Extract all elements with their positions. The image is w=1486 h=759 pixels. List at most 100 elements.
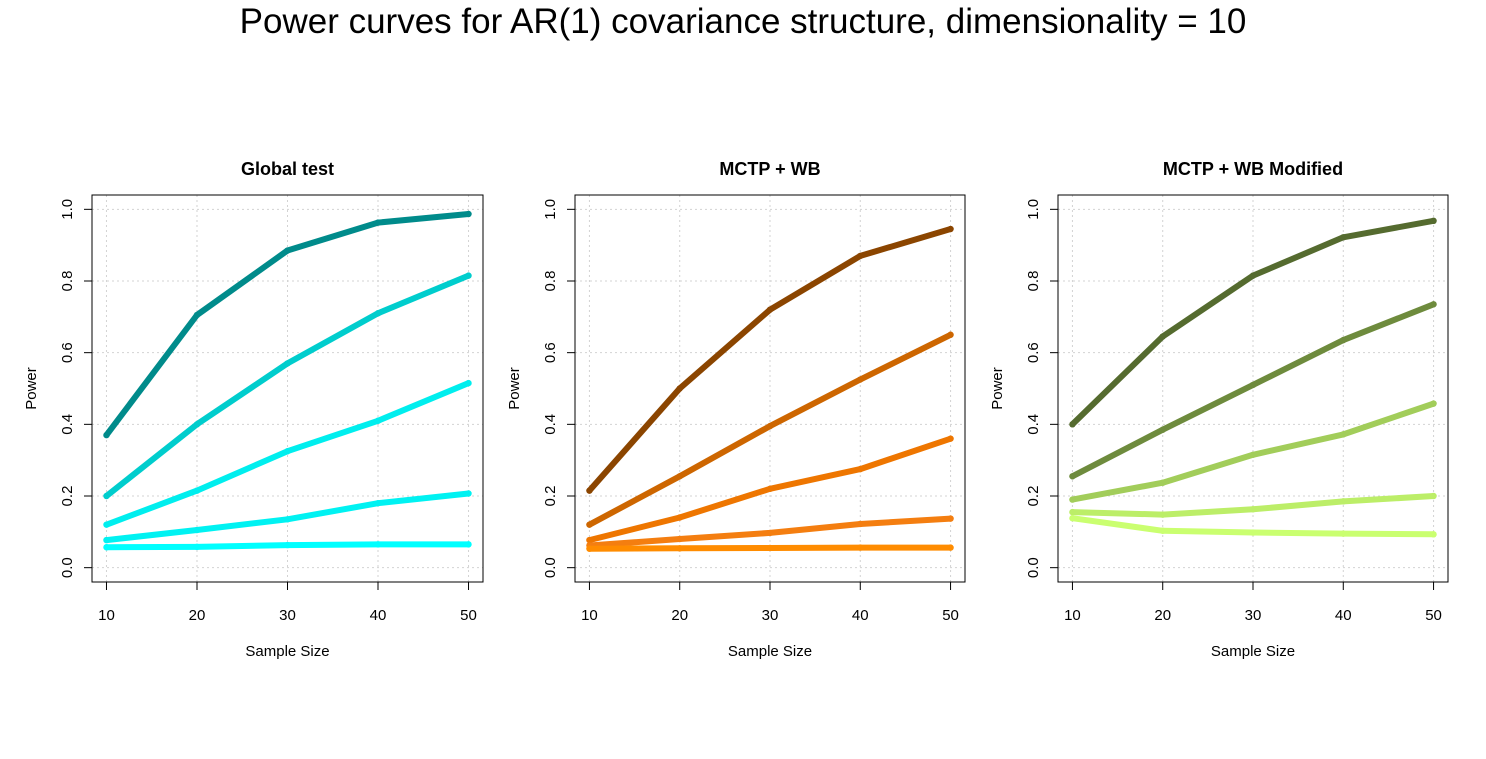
data-point <box>1430 492 1437 500</box>
figure-title: Power curves for AR(1) covariance struct… <box>239 2 1247 41</box>
y-tick-label: 0.2 <box>1025 486 1042 507</box>
x-tick-label: 10 <box>1064 607 1081 624</box>
y-tick-label: 0.0 <box>1025 557 1042 578</box>
data-point <box>284 360 291 367</box>
data-point <box>193 487 201 494</box>
y-axis-label: Power <box>23 367 40 410</box>
data-point <box>374 219 382 226</box>
x-axis-label: Sample Size <box>1211 643 1295 660</box>
data-point <box>1159 333 1166 340</box>
x-tick-label: 20 <box>671 607 688 624</box>
data-point <box>766 544 774 552</box>
x-tick-label: 50 <box>942 607 959 624</box>
data-point <box>1430 217 1437 224</box>
data-point <box>374 541 382 548</box>
data-point <box>766 529 774 537</box>
data-point <box>284 448 291 455</box>
data-point <box>947 435 954 442</box>
data-point <box>1340 431 1347 438</box>
data-point <box>103 521 110 528</box>
data-point <box>947 515 954 522</box>
data-point <box>1159 511 1166 518</box>
data-point <box>103 536 110 544</box>
data-point <box>284 516 291 523</box>
data-point <box>465 210 472 218</box>
data-point <box>1249 451 1257 458</box>
y-tick-label: 0.0 <box>59 557 76 578</box>
data-point <box>1159 479 1166 486</box>
data-point <box>103 544 110 551</box>
y-tick-label: 0.4 <box>59 414 76 435</box>
data-point <box>465 541 472 548</box>
data-point <box>586 536 593 544</box>
chart-panel-2: 10 20 30 40 50 0.0 0.2 0.4 0.6 0.8 1.0 Sample Size P… <box>506 159 966 660</box>
x-tick-label: 50 <box>1425 607 1442 624</box>
data-point <box>465 490 472 497</box>
chart-panel-1: 10 20 30 40 50 0.0 0.2 0.4 0.6 0.8 1.0 Sample Size P… <box>23 159 484 660</box>
data-point <box>1340 530 1347 537</box>
y-tick-label: 0.8 <box>542 271 559 292</box>
data-point <box>465 379 472 387</box>
data-point <box>1249 529 1257 536</box>
y-tick-label: 0.8 <box>1025 271 1042 292</box>
y-axis-label: Power <box>989 367 1006 410</box>
data-point <box>1159 527 1166 534</box>
data-point <box>193 543 201 551</box>
data-point <box>193 311 201 319</box>
x-tick-label: 30 <box>762 607 779 624</box>
data-point <box>374 417 382 424</box>
x-axis-label: Sample Size <box>245 643 329 660</box>
chart-panel-3: 10 20 30 40 50 0.0 0.2 0.4 0.6 0.8 1.0 Sample Size P… <box>989 159 1449 660</box>
x-tick-label: 40 <box>1335 607 1352 624</box>
data-point <box>374 310 382 317</box>
x-tick-label: 10 <box>581 607 598 624</box>
data-point <box>947 331 954 338</box>
data-point <box>1340 234 1347 241</box>
y-tick-label: 0.2 <box>542 486 559 507</box>
y-tick-label: 0.6 <box>59 342 76 363</box>
x-tick-label: 20 <box>1154 607 1171 624</box>
data-point <box>1069 508 1076 516</box>
data-point <box>1249 381 1257 389</box>
y-axis-label: Power <box>506 367 523 410</box>
data-point <box>766 422 774 430</box>
x-tick-label: 30 <box>1245 607 1262 624</box>
y-tick-label: 1.0 <box>59 199 76 220</box>
x-tick-label: 10 <box>98 607 115 624</box>
y-tick-label: 1.0 <box>1025 199 1042 220</box>
data-point <box>284 247 291 254</box>
data-point <box>1340 336 1347 344</box>
data-point <box>676 545 683 552</box>
data-point <box>857 544 864 551</box>
data-point <box>857 252 864 260</box>
data-point <box>586 487 593 494</box>
data-point <box>1069 421 1076 428</box>
x-tick-label: 50 <box>460 607 477 624</box>
data-point <box>1430 531 1437 538</box>
data-point <box>766 306 774 313</box>
data-point <box>676 473 683 480</box>
data-point <box>1340 498 1347 505</box>
data-point <box>857 520 864 528</box>
y-tick-label: 0.4 <box>542 414 559 435</box>
data-point <box>1069 496 1076 503</box>
x-tick-label: 20 <box>189 607 206 624</box>
data-point <box>676 514 683 521</box>
y-tick-label: 0.8 <box>59 271 76 292</box>
data-point <box>1249 272 1257 279</box>
data-point <box>1249 506 1257 513</box>
data-point <box>947 544 954 551</box>
y-tick-label: 0.2 <box>59 486 76 507</box>
data-point <box>947 225 954 233</box>
panel-title: MCTP + WB <box>719 159 820 179</box>
data-point <box>465 272 472 279</box>
data-point <box>586 521 593 528</box>
data-point <box>1159 426 1166 433</box>
data-point <box>374 499 382 507</box>
data-point <box>103 431 110 439</box>
panel-title: MCTP + WB Modified <box>1163 159 1343 179</box>
y-tick-label: 0.0 <box>542 557 559 578</box>
data-point <box>857 465 864 473</box>
data-point <box>1069 473 1076 480</box>
